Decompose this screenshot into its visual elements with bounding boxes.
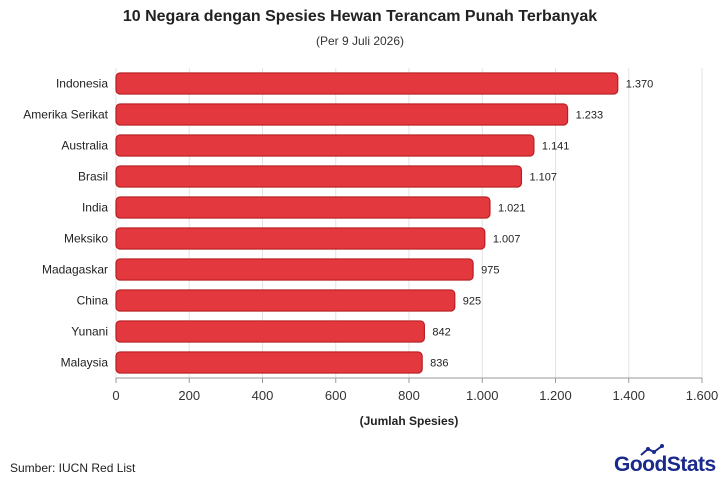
chart-subtitle: (Per 9 Juli 2026)	[315, 34, 405, 48]
bar-chart: 0 200 400 600 800 1.000 1.200 1.400 1.600 Indones…	[23, 68, 719, 428]
chart-title: 10 Negara dengan Spesies Hewan Terancam …	[122, 8, 598, 25]
x-tick-label: 1.200	[539, 388, 572, 403]
brand-arc-icon	[640, 444, 664, 456]
data-label: 975	[481, 265, 499, 277]
data-label: 1.007	[493, 234, 521, 246]
bar	[115, 320, 425, 343]
bar	[115, 72, 619, 95]
category-label: Indonesia	[56, 77, 108, 91]
x-tick-label: 400	[252, 388, 274, 403]
data-label: 1.141	[542, 141, 570, 153]
data-label: 1.107	[529, 172, 557, 184]
x-tick-label: 1.400	[612, 388, 645, 403]
data-label: 842	[432, 327, 450, 339]
source-note: Sumber: IUCN Red List	[10, 461, 136, 475]
bar	[115, 134, 535, 157]
data-label: 1.021	[498, 203, 526, 215]
category-label: Brasil	[78, 170, 108, 184]
data-label: 836	[430, 358, 448, 370]
x-tick-label: 200	[178, 388, 200, 403]
bar	[115, 103, 569, 126]
category-label: Madagaskar	[42, 263, 108, 277]
x-tick-label: 0	[112, 388, 119, 403]
category-label: China	[77, 294, 109, 308]
x-tick-label: 1.000	[466, 388, 499, 403]
x-tick-label: 600	[325, 388, 347, 403]
data-label: 1.233	[576, 110, 604, 122]
bar	[115, 289, 456, 312]
bar	[115, 227, 486, 250]
category-label: Amerika Serikat	[23, 108, 108, 122]
x-tick-label: 1.600	[686, 388, 719, 403]
x-axis-title: (Jumlah Spesies)	[360, 414, 459, 428]
x-tick-label: 800	[398, 388, 420, 403]
category-label: Yunani	[71, 325, 108, 339]
data-label: 1.370	[626, 79, 654, 91]
bar	[115, 196, 491, 219]
bar	[115, 351, 423, 374]
brand-logo: GoodStats	[614, 453, 716, 476]
category-label: Malaysia	[61, 356, 109, 370]
bar	[115, 258, 474, 281]
category-label: Australia	[61, 139, 108, 153]
bar	[115, 165, 523, 188]
data-label: 925	[463, 296, 481, 308]
category-label: Meksiko	[64, 232, 108, 246]
category-label: India	[82, 201, 108, 215]
